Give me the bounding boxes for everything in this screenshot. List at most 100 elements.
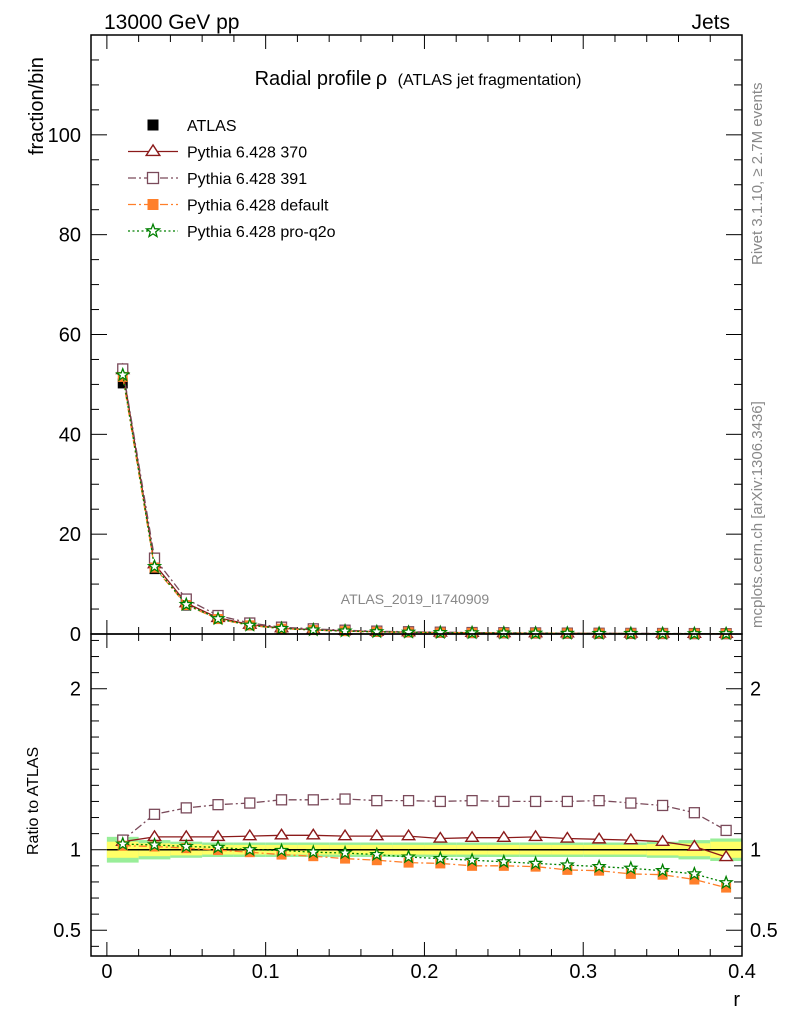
data-point	[529, 795, 542, 808]
data-point	[307, 794, 319, 806]
data-point	[559, 625, 576, 640]
series-line	[122, 834, 727, 858]
data-point	[276, 849, 287, 860]
data-point	[528, 829, 544, 842]
data-point	[686, 839, 702, 851]
data-point	[591, 832, 607, 844]
y-tick-label: 40	[59, 424, 81, 446]
data-point	[656, 799, 669, 812]
side-label-rivet: Rivet 3.1.10, ≥ 2.7M events	[749, 83, 766, 266]
ratio-y-tick-label: 0.5	[53, 920, 81, 942]
ratio-y-tick-label-right: 2	[750, 679, 761, 701]
data-point	[117, 378, 128, 389]
data-point	[305, 844, 321, 859]
data-point	[625, 797, 637, 809]
legend-entry: Pythia 6.428 370	[128, 143, 307, 162]
data-point	[655, 834, 671, 846]
series-1	[117, 793, 732, 846]
x-tick-label: 0	[101, 961, 112, 983]
data-point	[594, 865, 605, 876]
data-point	[559, 831, 575, 843]
data-point	[212, 799, 224, 811]
data-point	[721, 882, 732, 893]
data-point	[466, 794, 478, 807]
y-tick-label: 100	[48, 125, 81, 147]
data-point	[718, 849, 734, 862]
legend-marker	[144, 143, 162, 157]
data-point	[274, 828, 290, 840]
legend-label: Pythia 6.428 default	[187, 198, 329, 215]
data-point	[403, 857, 414, 868]
data-point	[400, 848, 417, 864]
energy-label: 13000 GeV pp	[104, 11, 239, 34]
data-point	[464, 830, 480, 842]
data-point	[305, 828, 321, 840]
legend-entry: Pythia 6.428 pro-q2o	[128, 222, 336, 241]
legend-entry: Pythia 6.428 default	[128, 198, 329, 215]
data-point	[718, 874, 734, 890]
series-3	[115, 836, 734, 890]
data-point	[527, 855, 544, 870]
data-point	[720, 824, 732, 837]
data-point	[148, 808, 161, 820]
data-point	[625, 868, 636, 879]
ratio-y-tick-label-right: 0.5	[750, 920, 778, 942]
data-point	[402, 794, 415, 807]
main-title: Radial profile ρ (ATLAS jet fragmentatio…	[255, 68, 582, 90]
data-point	[115, 836, 131, 851]
data-point	[210, 610, 226, 626]
ratio-panel: 0 0.1 0.2 0.3 0.4 0.5 0.5 1 1 2 2	[53, 634, 778, 983]
data-point	[146, 836, 163, 852]
legend-label: ATLAS	[187, 118, 237, 135]
legend-label: Pythia 6.428 391	[187, 171, 307, 188]
legend-marker	[147, 119, 159, 131]
y-tick-label: 0	[70, 624, 81, 646]
data-point	[559, 856, 576, 872]
data-point	[496, 830, 512, 842]
legend-marker	[144, 222, 162, 239]
data-point	[686, 625, 703, 641]
data-point	[369, 828, 385, 841]
data-point	[242, 828, 258, 841]
data-point	[464, 852, 480, 867]
data-point	[593, 794, 605, 807]
data-point	[623, 860, 639, 875]
ratio-frame	[90, 633, 743, 957]
data-point	[432, 831, 448, 843]
data-point	[591, 625, 607, 640]
data-point	[654, 862, 671, 878]
data-point	[273, 620, 290, 636]
x-tick-label: 0.3	[569, 961, 597, 983]
main-ylabel: fraction/bin	[26, 57, 48, 155]
data-point	[339, 793, 351, 805]
ratio-y-tick-label: 2	[70, 679, 81, 701]
x-tick-label: 0.4	[728, 961, 756, 983]
data-point	[496, 853, 512, 869]
data-point	[432, 624, 448, 640]
series-line	[122, 376, 727, 635]
legend-marker	[147, 199, 159, 210]
xlabel: r	[733, 989, 740, 1011]
data-point	[178, 838, 194, 854]
data-point	[527, 625, 544, 640]
data-point	[244, 797, 256, 809]
data-point	[273, 842, 290, 858]
data-point	[654, 625, 671, 641]
data-point	[434, 795, 446, 808]
series-line	[122, 845, 727, 889]
data-point	[561, 795, 573, 808]
data-point	[718, 625, 734, 641]
legend-label: Pythia 6.428 370	[187, 145, 307, 162]
data-point	[115, 366, 131, 382]
data-point	[498, 860, 509, 871]
x-tick-label: 0.2	[411, 961, 439, 983]
process-label: Jets	[691, 11, 730, 34]
data-point	[242, 617, 258, 632]
data-point	[146, 558, 163, 574]
legend-marker	[146, 171, 160, 185]
series-line	[122, 843, 727, 884]
side-label-mcplots: mcplots.cern.ch [arXiv:1306.3436]	[749, 401, 766, 628]
data-point	[464, 624, 480, 640]
data-point	[275, 794, 288, 806]
